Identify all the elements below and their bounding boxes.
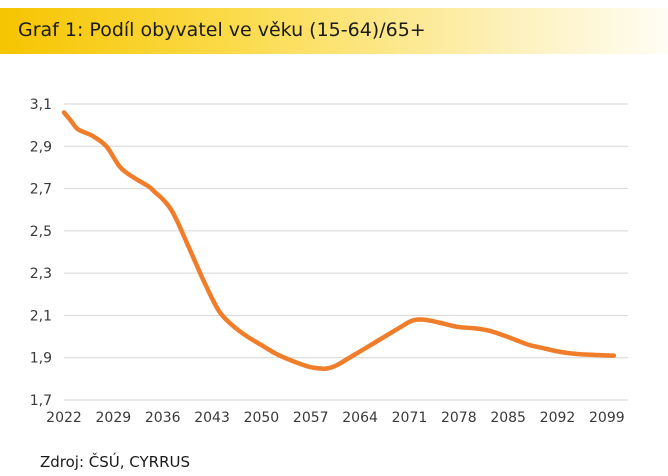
source-note: Zdroj: ČSÚ, CYRRUS <box>40 453 191 471</box>
y-tick-label: 1,9 <box>30 351 52 367</box>
y-tick-label: 2,7 <box>30 182 52 198</box>
x-tick-label: 2064 <box>342 410 378 426</box>
chart-title: Graf 1: Podíl obyvatel ve věku (15-64)/6… <box>18 19 426 41</box>
y-tick-label: 2,5 <box>30 224 52 240</box>
x-tick-label: 2057 <box>293 410 329 426</box>
y-tick-label: 1,7 <box>30 393 52 409</box>
chart-title-bar: Graf 1: Podíl obyvatel ve věku (15-64)/6… <box>0 8 668 54</box>
y-tick-label: 2,3 <box>30 266 52 282</box>
x-tick-label: 2078 <box>441 410 477 426</box>
x-tick-label: 2043 <box>194 410 230 426</box>
y-tick-label: 2,1 <box>30 308 52 324</box>
x-tick-label: 2099 <box>589 410 625 426</box>
x-tick-label: 2022 <box>46 410 82 426</box>
x-tick-label: 2050 <box>244 410 280 426</box>
y-tick-label: 2,9 <box>30 139 52 155</box>
x-tick-label: 2092 <box>540 410 576 426</box>
series-line <box>61 110 617 372</box>
x-tick-label: 2085 <box>490 410 526 426</box>
x-tick-label: 2036 <box>145 410 181 426</box>
y-tick-label: 3,1 <box>30 97 52 113</box>
x-tick-label: 2029 <box>96 410 132 426</box>
x-tick-label: 2071 <box>392 410 428 426</box>
